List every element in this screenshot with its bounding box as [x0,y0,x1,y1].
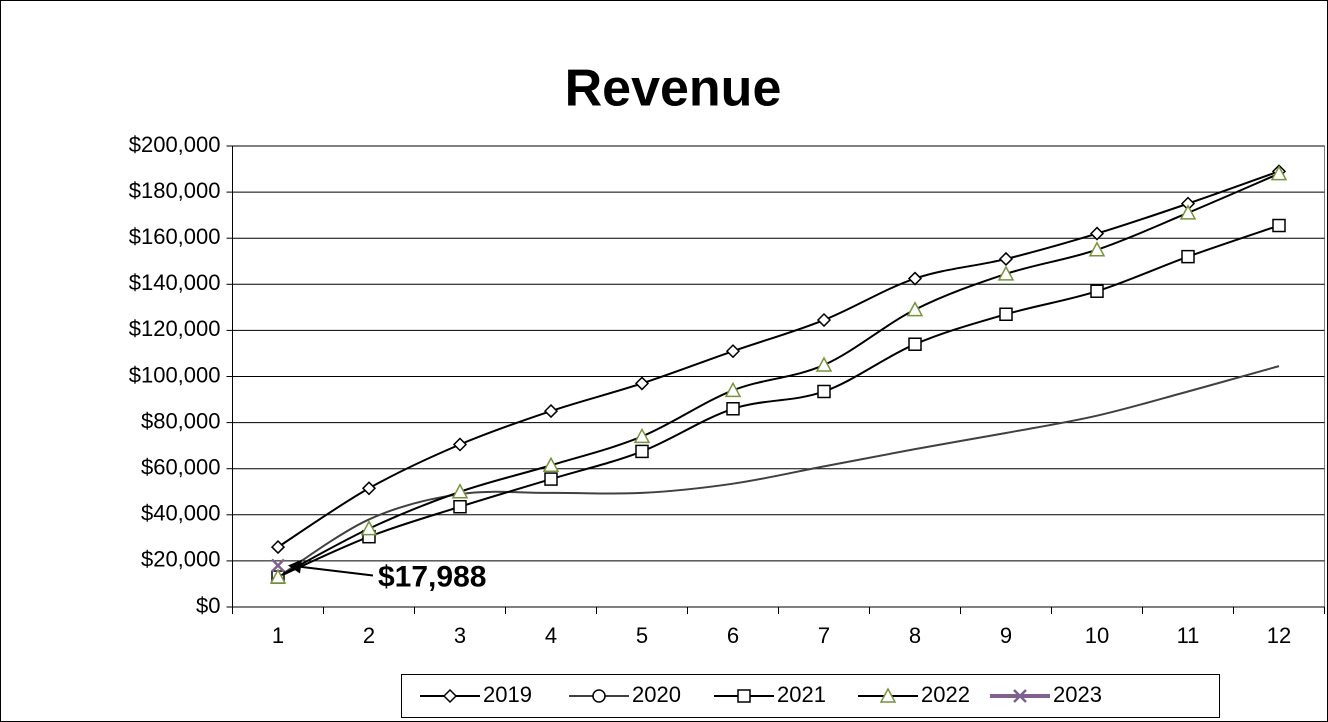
data-point [725,344,741,359]
data-point [635,444,649,459]
x-tick-label: 7 [818,623,830,648]
x-tick-label: 6 [727,623,739,648]
data-point [1089,226,1105,241]
data-point [997,265,1015,281]
y-tick-label: $120,000 [129,316,221,341]
x-tick-label: 1 [272,623,284,648]
x-tick-label: 10 [1085,623,1109,648]
y-tick-label: $60,000 [141,455,221,480]
data-point [998,251,1014,267]
data-point [270,540,286,555]
legend-label: 2022 [921,682,970,707]
legend-marker [442,688,458,704]
legend-label: 2020 [632,682,681,707]
legend-marker [592,689,606,703]
x-tick-label: 2 [363,623,375,648]
x-tick-label: 9 [1000,623,1012,648]
data-point [1181,249,1195,264]
y-tick-label: $180,000 [129,178,221,203]
annotation-arrowhead [288,559,302,574]
data-point [906,301,924,317]
data-point [724,381,742,398]
y-tick-label: $20,000 [141,547,221,572]
y-tick-label: $140,000 [129,270,221,295]
data-point [543,404,559,419]
y-tick-label: $160,000 [129,224,221,249]
data-point [360,520,378,536]
data-point [544,472,558,486]
x-tick-label: 5 [636,623,648,648]
data-point [453,499,467,514]
legend [401,674,1220,718]
legend-marker [1013,689,1027,703]
data-point [451,483,469,499]
data-point [907,271,923,286]
data-point [633,427,651,444]
x-tick-label: 3 [454,623,466,648]
data-point [817,384,831,399]
y-tick-label: $80,000 [141,408,221,433]
y-tick-label: $200,000 [129,132,221,157]
legend-label: 2023 [1053,682,1102,707]
legend-marker [879,687,897,703]
data-point [361,481,377,496]
data-point [271,558,285,573]
data-point [634,376,650,391]
data-point [1088,241,1106,257]
x-tick-label: 12 [1267,623,1291,648]
data-point [1090,284,1104,298]
y-tick-label: $40,000 [141,501,221,526]
legend-label: 2021 [777,682,826,707]
data-point [815,356,833,372]
data-point [542,456,560,472]
x-tick-label: 4 [545,623,557,648]
data-point [1270,165,1288,181]
x-tick-label: 11 [1177,623,1200,648]
x-tick-label: 8 [909,623,921,648]
data-point [452,437,468,452]
data-point [999,307,1013,322]
annotation-arrow [297,565,374,577]
legend-label: 2019 [483,682,532,707]
legend-marker [737,689,751,703]
data-label: $17,988 [378,560,486,593]
data-point [1272,218,1286,233]
chart-title: Revenue [565,60,782,118]
data-point [269,568,287,584]
y-tick-label: $100,000 [129,362,221,387]
data-point [816,312,832,328]
data-point [726,402,740,416]
data-point [1179,204,1197,220]
y-tick-label: $0 [196,593,220,618]
series-line [277,172,1280,578]
data-point [908,337,922,351]
